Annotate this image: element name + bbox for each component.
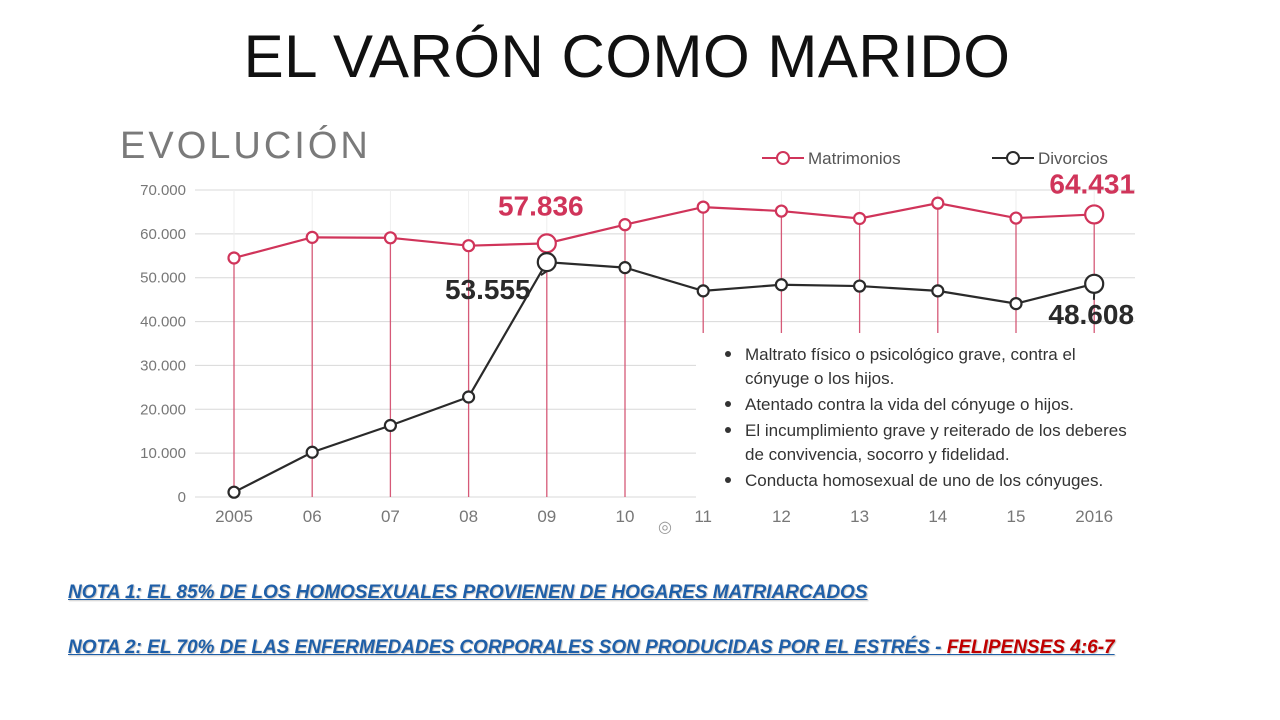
data-point-matrimonios xyxy=(305,230,319,244)
annotation-text: cónyuge o los hijos. xyxy=(745,369,894,388)
series-line-matrimonios xyxy=(233,202,1095,260)
note-1: NOTA 1: EL 85% DE LOS HOMOSEXUALES PROVI… xyxy=(68,582,868,603)
data-point-divorcios xyxy=(618,261,632,275)
data-point-matrimonios xyxy=(696,200,710,214)
data-point-divorcios xyxy=(852,279,867,293)
chart-title: EVOLUCIÓN xyxy=(120,124,371,167)
annotation-text: Maltrato físico o psicológico grave, con… xyxy=(745,345,1076,364)
note-2: NOTA 2: EL 70% DE LAS ENFERMEDADES CORPO… xyxy=(68,637,1115,659)
callout-leader xyxy=(540,270,548,276)
data-point-divorcios xyxy=(1084,273,1105,294)
y-tick-label: 60.000 xyxy=(140,226,186,243)
data-point-matrimonios xyxy=(852,211,867,226)
note-2-reference: FELIPENSES 4:6-7 xyxy=(946,637,1115,658)
legend-marker-matrimonios xyxy=(776,151,790,165)
y-tick-label: 30.000 xyxy=(140,357,186,374)
data-point-divorcios xyxy=(383,418,397,433)
slide-title: EL VARÓN COMO MARIDO xyxy=(243,23,1011,90)
annotation-panel xyxy=(696,333,1256,498)
y-tick-label: 10.000 xyxy=(140,445,186,462)
y-tick-label: 70.000 xyxy=(140,182,186,199)
data-point-matrimonios xyxy=(931,196,945,210)
x-tick-label: 11 xyxy=(694,507,712,526)
data-point-divorcios xyxy=(462,390,476,404)
data-point-matrimonios xyxy=(618,218,632,232)
x-tick-label: 07 xyxy=(381,507,400,526)
x-tick-label: 15 xyxy=(1007,507,1026,526)
x-tick-label: 10 xyxy=(616,507,635,526)
callout-label: 48.608 xyxy=(1048,299,1134,330)
x-tick-label: 09 xyxy=(537,507,556,526)
callout-label: 64.431 xyxy=(1049,168,1135,199)
legend-marker-divorcios xyxy=(1006,151,1020,165)
bullet-icon xyxy=(725,477,731,483)
annotation-text: Conducta homosexual de uno de los cónyug… xyxy=(745,471,1103,490)
y-tick-label: 50.000 xyxy=(140,270,186,287)
annotation-text: El incumplimiento grave y reiterado de l… xyxy=(745,421,1127,440)
callout-label: 57.836 xyxy=(498,190,584,221)
data-point-matrimonios xyxy=(227,251,241,265)
data-point-matrimonios xyxy=(536,233,557,254)
source-logo-icon: ◎ xyxy=(658,519,672,536)
note-2-text: NOTA 2: EL 70% DE LAS ENFERMEDADES CORPO… xyxy=(68,637,947,658)
data-point-divorcios xyxy=(305,445,319,459)
data-point-divorcios xyxy=(227,485,241,499)
data-point-divorcios xyxy=(1009,296,1023,311)
x-tick-label: 08 xyxy=(459,507,478,526)
bullet-icon xyxy=(725,427,731,433)
y-tick-label: 40.000 xyxy=(140,314,186,331)
bullet-icon xyxy=(725,401,731,407)
bullet-icon xyxy=(725,351,731,357)
data-point-divorcios xyxy=(774,278,789,292)
annotation-text: de convivencia, socorro y fidelidad. xyxy=(745,445,1010,464)
x-tick-label: 2005 xyxy=(215,507,253,526)
x-tick-label: 2016 xyxy=(1075,507,1113,526)
data-point-matrimonios xyxy=(774,204,789,218)
evolution-chart: EVOLUCIÓN Matrimonios Divorcios 0 10.000 20.0… xyxy=(120,124,1256,536)
legend-label-matrimonios: Matrimonios xyxy=(808,149,901,168)
annotation-text: Atentado contra la vida del cónyuge o hi… xyxy=(745,395,1074,414)
y-tick-label: 20.000 xyxy=(140,401,186,418)
x-tick-label: 14 xyxy=(928,507,947,526)
x-tick-label: 13 xyxy=(850,507,869,526)
x-tick-label: 12 xyxy=(772,507,791,526)
data-point-divorcios xyxy=(931,284,945,298)
series-line-divorcios xyxy=(233,260,1095,494)
y-tick-label: 0 xyxy=(178,489,186,506)
data-point-matrimonios xyxy=(1084,204,1105,225)
data-point-matrimonios xyxy=(1009,211,1023,225)
callout-label: 53.555 xyxy=(445,274,531,305)
data-point-matrimonios xyxy=(383,231,397,245)
x-tick-label: 06 xyxy=(303,507,322,526)
data-point-divorcios xyxy=(536,252,557,273)
data-point-matrimonios xyxy=(462,239,476,253)
data-point-divorcios xyxy=(696,284,710,298)
legend-label-divorcios: Divorcios xyxy=(1038,149,1108,168)
